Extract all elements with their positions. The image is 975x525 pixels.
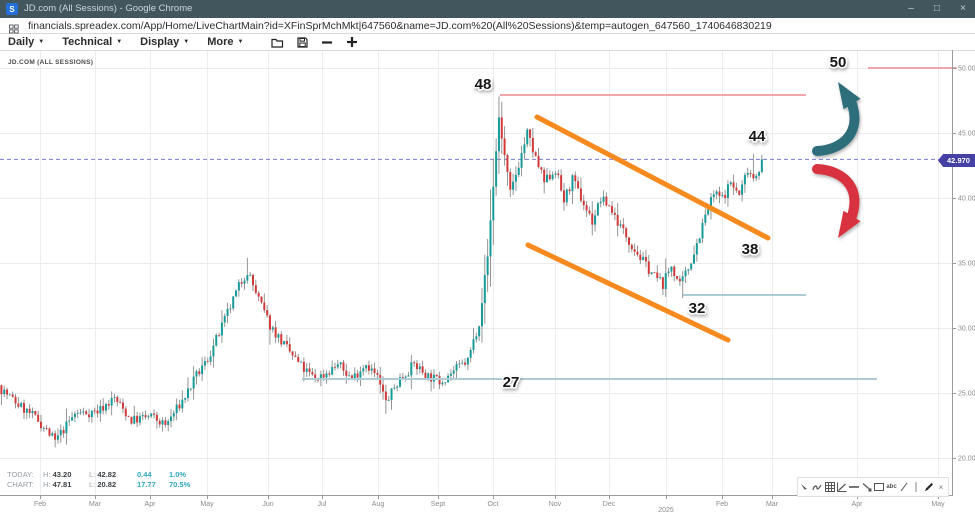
channel-icon[interactable] [837, 481, 848, 494]
spreadex-favicon-icon: S [6, 3, 18, 15]
current-price-badge: 42.970 [938, 154, 975, 167]
vertical-line-icon[interactable] [911, 481, 922, 494]
x-axis-label: Jun [262, 501, 273, 508]
price-annotation-44[interactable]: 44 [747, 127, 767, 147]
chart-area[interactable]: 50.00 45.00 40.00 35.00 30.00 25.00 20.00 Feb Ma… [0, 50, 975, 525]
chart-toolbar: Daily ▼ Technical ▼ Display ▼ More ▼ [0, 34, 975, 50]
trendline-2[interactable] [525, 242, 731, 343]
chart-change-value: 17.77 [137, 480, 156, 489]
zoom-in-icon[interactable] [346, 36, 358, 48]
horizontal-line-icon[interactable] [849, 481, 860, 494]
price-stats: TODAY: H: 43.20 L: 42.82 0.44 1.0% CHART… [7, 471, 205, 489]
toolbar-icon-group [271, 36, 358, 48]
candlestick-chart[interactable]: 50.00 45.00 40.00 35.00 30.00 25.00 20.00 Feb Ma… [0, 50, 975, 525]
x-axis-label: Feb [34, 501, 46, 508]
x-axis-label: Dec [603, 501, 616, 508]
chart-high-value: 47.81 [52, 480, 72, 489]
today-high-value: 43.20 [52, 470, 72, 479]
grid-icon[interactable] [824, 481, 835, 494]
drawing-tools-strip: abc × [797, 477, 949, 497]
gridlines [0, 51, 952, 495]
display-menu-button[interactable]: Display ▼ [140, 36, 189, 48]
x-axis-label: Oct [488, 501, 499, 508]
x-axis-label: Feb [716, 501, 728, 508]
more-menu-button[interactable]: More ▼ [207, 36, 243, 48]
x-axis-label: Apr [852, 501, 864, 508]
today-low-label: L: [89, 470, 96, 479]
save-icon[interactable] [297, 36, 309, 48]
chart-label: CHART: [7, 480, 34, 489]
x-axis-label: Apr [145, 501, 157, 508]
window-controls: – □ × [905, 0, 969, 18]
chevron-down-icon: ▼ [183, 39, 190, 45]
price-annotation-48[interactable]: 48 [473, 75, 493, 95]
y-axis-label: 45.00 [958, 131, 975, 138]
price-annotation-27[interactable]: 27 [501, 373, 521, 393]
price-annotation-38[interactable]: 38 [740, 240, 760, 260]
x-axis-label: May [200, 501, 214, 508]
up-arrow[interactable] [812, 82, 861, 156]
x-axis-label: Aug [372, 501, 385, 508]
zoom-out-icon[interactable] [321, 37, 333, 48]
site-icon[interactable] [9, 21, 19, 39]
y-axis-label: 35.00 [958, 261, 975, 268]
daily-menu-label: Daily [8, 36, 35, 48]
polyline-icon[interactable] [812, 481, 823, 494]
open-icon[interactable] [271, 37, 284, 48]
text-icon[interactable]: abc [886, 484, 897, 490]
maximize-button[interactable]: □ [933, 3, 941, 14]
y-axis-label: 25.00 [958, 391, 975, 398]
more-menu-label: More [207, 36, 234, 48]
symbol-label: JD.COM (ALL SESSIONS) [8, 59, 94, 66]
today-low-value: 42.82 [97, 470, 117, 479]
today-change-pct: 1.0% [169, 470, 187, 479]
y-axis-label: 50.00 [958, 66, 975, 73]
y-axis-label: 30.00 [958, 326, 975, 333]
x-axis-label: Jul [318, 501, 327, 508]
today-change-value: 0.44 [137, 470, 152, 479]
x-axis-label: Nov [549, 501, 562, 508]
titlebar: S JD.com (All Sessions) - Google Chrome … [0, 0, 975, 18]
chart-low-label: L: [89, 480, 96, 489]
x-axis-label: Sept [431, 501, 445, 508]
down-arrow[interactable] [812, 164, 861, 238]
line-icon[interactable] [898, 481, 909, 494]
chevron-down-icon: ▼ [38, 39, 45, 45]
cursor-icon[interactable] [799, 481, 810, 494]
chart-low-value: 20.82 [97, 480, 117, 489]
chevron-down-icon: ▼ [237, 39, 244, 45]
chart-change-pct: 70.5% [169, 480, 191, 489]
window-title: JD.com (All Sessions) - Google Chrome [24, 3, 193, 14]
technical-menu-button[interactable]: Technical ▼ [62, 36, 122, 48]
trendline-1[interactable] [534, 114, 771, 241]
close-icon[interactable]: × [938, 482, 944, 492]
y-axis-label: 20.00 [958, 456, 975, 463]
price-annotation-50[interactable]: 50 [828, 53, 848, 73]
close-button[interactable]: × [960, 3, 966, 14]
url-bar: financials.spreadex.com/App/Home/LiveCha… [0, 18, 975, 34]
x-axis-label: Mar [89, 501, 102, 508]
url-text[interactable]: financials.spreadex.com/App/Home/LiveCha… [28, 20, 772, 32]
price-annotation-32[interactable]: 32 [687, 299, 707, 319]
candle-bodies [0, 117, 763, 440]
trendline-icon[interactable] [861, 481, 872, 494]
x-axis-label: 2025 [658, 507, 674, 514]
minimize-button[interactable]: – [908, 3, 914, 14]
y-axis-label: 40.00 [958, 196, 975, 203]
pencil-icon[interactable] [923, 481, 934, 494]
x-axis-label: May [931, 501, 945, 508]
today-high-label: H: [43, 470, 51, 479]
chevron-down-icon: ▼ [116, 39, 123, 45]
rectangle-icon[interactable] [874, 481, 885, 494]
chart-high-label: H: [43, 480, 51, 489]
x-axis-label: Mar [766, 501, 779, 508]
display-menu-label: Display [140, 36, 180, 48]
daily-menu-button[interactable]: Daily ▼ [8, 36, 44, 48]
today-label: TODAY: [7, 470, 34, 479]
technical-menu-label: Technical [62, 36, 113, 48]
